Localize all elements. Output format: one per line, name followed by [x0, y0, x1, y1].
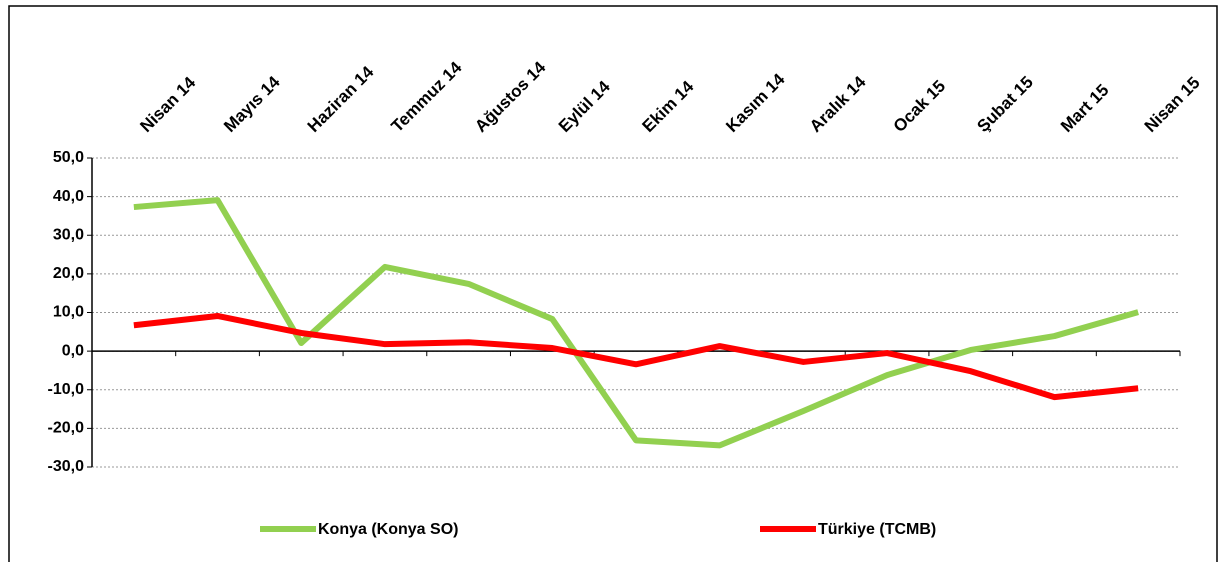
series-line — [133, 197, 1139, 449]
x-tick-label: Nisan 15 — [1141, 73, 1204, 136]
x-tick-label: Kasım 14 — [722, 69, 789, 136]
x-tick-label: Mart 15 — [1057, 80, 1113, 136]
x-tick-label: Nisan 14 — [136, 73, 199, 136]
x-tick-label: Ağustos 14 — [471, 57, 550, 136]
x-tick-label: Ocak 15 — [890, 76, 950, 136]
y-tick-label: 50,0 — [53, 149, 84, 166]
chart-border — [8, 5, 1218, 562]
x-tick-label: Mayıs 14 — [220, 72, 284, 136]
legend-label: Türkiye (TCMB) — [818, 521, 936, 538]
y-tick-label: 10,0 — [53, 304, 84, 321]
y-tick-label: -30,0 — [48, 458, 85, 475]
x-tick-label: Ekim 14 — [639, 77, 698, 136]
y-tick-label: -10,0 — [48, 381, 85, 398]
x-tick-label: Aralık 14 — [806, 72, 870, 136]
y-tick-label: -20,0 — [48, 420, 85, 437]
y-tick-label: 0,0 — [62, 342, 84, 359]
y-tick-label: 40,0 — [53, 188, 84, 205]
x-tick-label: Haziran 14 — [304, 62, 378, 136]
legend-label: Konya (Konya SO) — [318, 521, 458, 538]
x-tick-label: Şubat 15 — [973, 72, 1037, 136]
x-tick-label: Eylül 14 — [555, 77, 614, 136]
y-tick-label: 20,0 — [53, 265, 84, 282]
y-tick-label: 30,0 — [53, 226, 84, 243]
x-tick-label: Temmuz 14 — [387, 58, 465, 136]
series-line — [133, 312, 1139, 401]
